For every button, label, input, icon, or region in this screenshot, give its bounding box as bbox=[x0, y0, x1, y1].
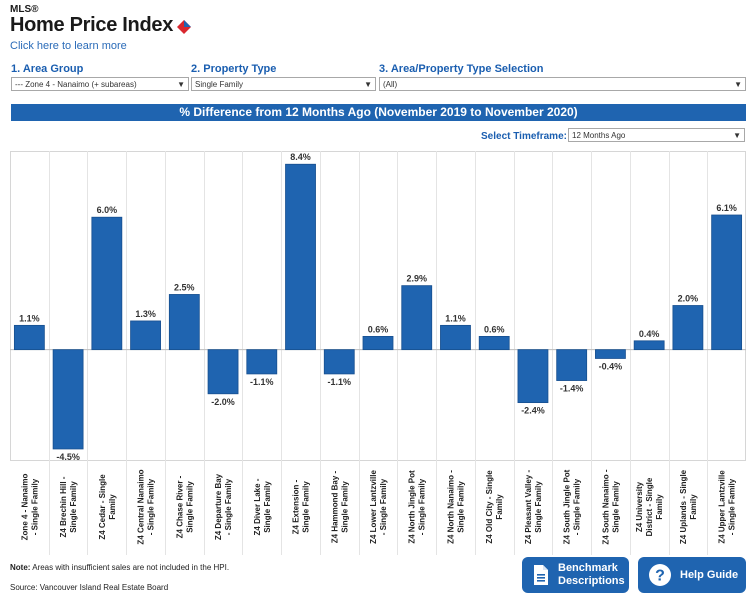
bar[interactable] bbox=[207, 349, 239, 395]
category-label: Z4 South Jingle Pot- Single Family bbox=[563, 469, 582, 544]
bar-value-label: -2.4% bbox=[521, 406, 545, 416]
category-label: Z4 Departure Bay- Single Family bbox=[214, 473, 233, 540]
category-label: Z4 UniversityDistrict - SingleFamily bbox=[635, 477, 664, 536]
category-label: Z4 Pleasant Valley -Single Family bbox=[524, 470, 543, 545]
chevron-down-icon: ▼ bbox=[177, 80, 185, 89]
bar[interactable] bbox=[672, 305, 704, 351]
bar-value-label: -1.1% bbox=[328, 377, 352, 387]
bar[interactable] bbox=[595, 349, 626, 359]
category-label: Z4 Brechin Hill -Single Family bbox=[59, 476, 78, 537]
bar-value-label: 0.6% bbox=[368, 324, 389, 334]
plot-frame bbox=[10, 151, 746, 461]
bar-value-label: -4.5% bbox=[56, 452, 80, 462]
category-label: Z4 North Nanaimo -Single Family bbox=[446, 470, 465, 544]
category-label: Z4 Old City - SingleFamily bbox=[485, 470, 504, 544]
category-label: Z4 Extension -Single Family bbox=[292, 479, 311, 534]
mls-hpi-logo: MLS® Home Price Index bbox=[10, 4, 192, 37]
benchmark-descriptions-button[interactable]: Benchmark Descriptions bbox=[522, 557, 629, 593]
footer-note: Note: Areas with insufficient sales are … bbox=[10, 563, 230, 572]
category-label: Z4 South Nanaimo -Single Family bbox=[601, 469, 620, 544]
hpi-bar-chart: 1.1% Zone 4 - Nanaimo- Single Family -4.5%… bbox=[10, 151, 746, 555]
bar[interactable] bbox=[13, 324, 45, 351]
bar[interactable] bbox=[130, 320, 161, 351]
bar[interactable] bbox=[285, 163, 316, 351]
property-type-select[interactable]: Single Family ▼ bbox=[191, 77, 376, 91]
bar-value-label: -1.4% bbox=[560, 384, 584, 394]
area-group-label: 1. Area Group bbox=[11, 63, 84, 75]
category-label: Zone 4 - Nanaimo- Single Family bbox=[20, 474, 39, 541]
document-icon bbox=[532, 564, 550, 586]
bar-value-label: 1.1% bbox=[19, 313, 40, 323]
area-property-select[interactable]: (All) ▼ bbox=[379, 77, 746, 91]
area-property-label: 3. Area/Property Type Selection bbox=[379, 63, 544, 75]
category-label: Z4 Cedar - SingleFamily bbox=[98, 474, 117, 540]
category-label: Z4 Diver Lake -Single Family bbox=[253, 478, 272, 535]
bar-value-label: 6.0% bbox=[97, 205, 118, 215]
bar-value-label: 8.4% bbox=[290, 152, 311, 162]
category-label: Z4 Chase River -Single Family bbox=[175, 475, 194, 538]
category-label: Z4 Central Nanaimo- Single Family bbox=[137, 469, 156, 544]
bar[interactable] bbox=[91, 216, 123, 351]
bar[interactable] bbox=[440, 324, 471, 351]
category-label: Z4 North Jingle Pot- Single Family bbox=[408, 470, 427, 544]
help-guide-button[interactable]: ? Help Guide bbox=[638, 557, 746, 593]
page-title: Home Price Index bbox=[10, 14, 174, 36]
bar-value-label: 2.9% bbox=[406, 274, 427, 284]
footer-source: Source: Vancouver Island Real Estate Boa… bbox=[10, 583, 169, 592]
bar-value-label: 2.0% bbox=[678, 294, 699, 304]
bar-value-label: -0.4% bbox=[599, 361, 623, 371]
bar-value-label: 2.5% bbox=[174, 282, 195, 292]
bar-value-label: -2.0% bbox=[211, 397, 235, 407]
logo-diamond-icon bbox=[177, 19, 192, 34]
property-type-label: 2. Property Type bbox=[191, 63, 277, 75]
bar[interactable] bbox=[362, 335, 394, 351]
bar[interactable] bbox=[711, 214, 743, 351]
bar-value-label: 1.3% bbox=[135, 309, 156, 319]
benchmark-line1: Benchmark bbox=[558, 562, 618, 574]
help-guide-label: Help Guide bbox=[680, 568, 739, 581]
bar-value-label: -1.1% bbox=[250, 377, 274, 387]
bar-value-label: 1.1% bbox=[445, 313, 466, 323]
bar[interactable] bbox=[168, 294, 200, 351]
bar[interactable] bbox=[633, 340, 665, 351]
bar-value-label: 0.4% bbox=[639, 329, 660, 339]
timeframe-select[interactable]: 12 Months Ago ▼ bbox=[568, 128, 745, 142]
bar[interactable] bbox=[401, 285, 433, 351]
category-label: Z4 Uplands - SingleFamily bbox=[679, 469, 698, 544]
bar[interactable] bbox=[323, 349, 355, 375]
bar[interactable] bbox=[478, 335, 510, 351]
chart-title-banner: % Difference from 12 Months Ago (Novembe… bbox=[11, 104, 746, 121]
bar-value-label: 0.6% bbox=[484, 324, 505, 334]
bar[interactable] bbox=[246, 349, 278, 375]
svg-text:?: ? bbox=[655, 568, 665, 585]
bar[interactable] bbox=[52, 349, 84, 450]
mls-mark: MLS® bbox=[10, 4, 39, 15]
bar-value-label: 6.1% bbox=[716, 203, 737, 213]
bar[interactable] bbox=[556, 349, 588, 381]
chevron-down-icon: ▼ bbox=[733, 131, 741, 140]
chevron-down-icon: ▼ bbox=[364, 80, 372, 89]
learn-more-link[interactable]: Click here to learn more bbox=[10, 40, 127, 52]
category-label: Z4 Upper Lantzville- Single Family bbox=[718, 470, 737, 544]
benchmark-line2: Descriptions bbox=[558, 575, 625, 587]
category-label: Z4 Lower Lantzville- Single Family bbox=[369, 470, 388, 544]
help-question-icon: ? bbox=[648, 563, 672, 587]
area-group-select[interactable]: --- Zone 4 - Nanaimo (+ subareas) ▼ bbox=[11, 77, 189, 91]
timeframe-label: Select Timeframe: bbox=[481, 131, 567, 142]
category-label: Z4 Hammond Bay -Single Family bbox=[330, 470, 349, 543]
bar[interactable] bbox=[517, 349, 549, 404]
chevron-down-icon: ▼ bbox=[734, 80, 742, 89]
